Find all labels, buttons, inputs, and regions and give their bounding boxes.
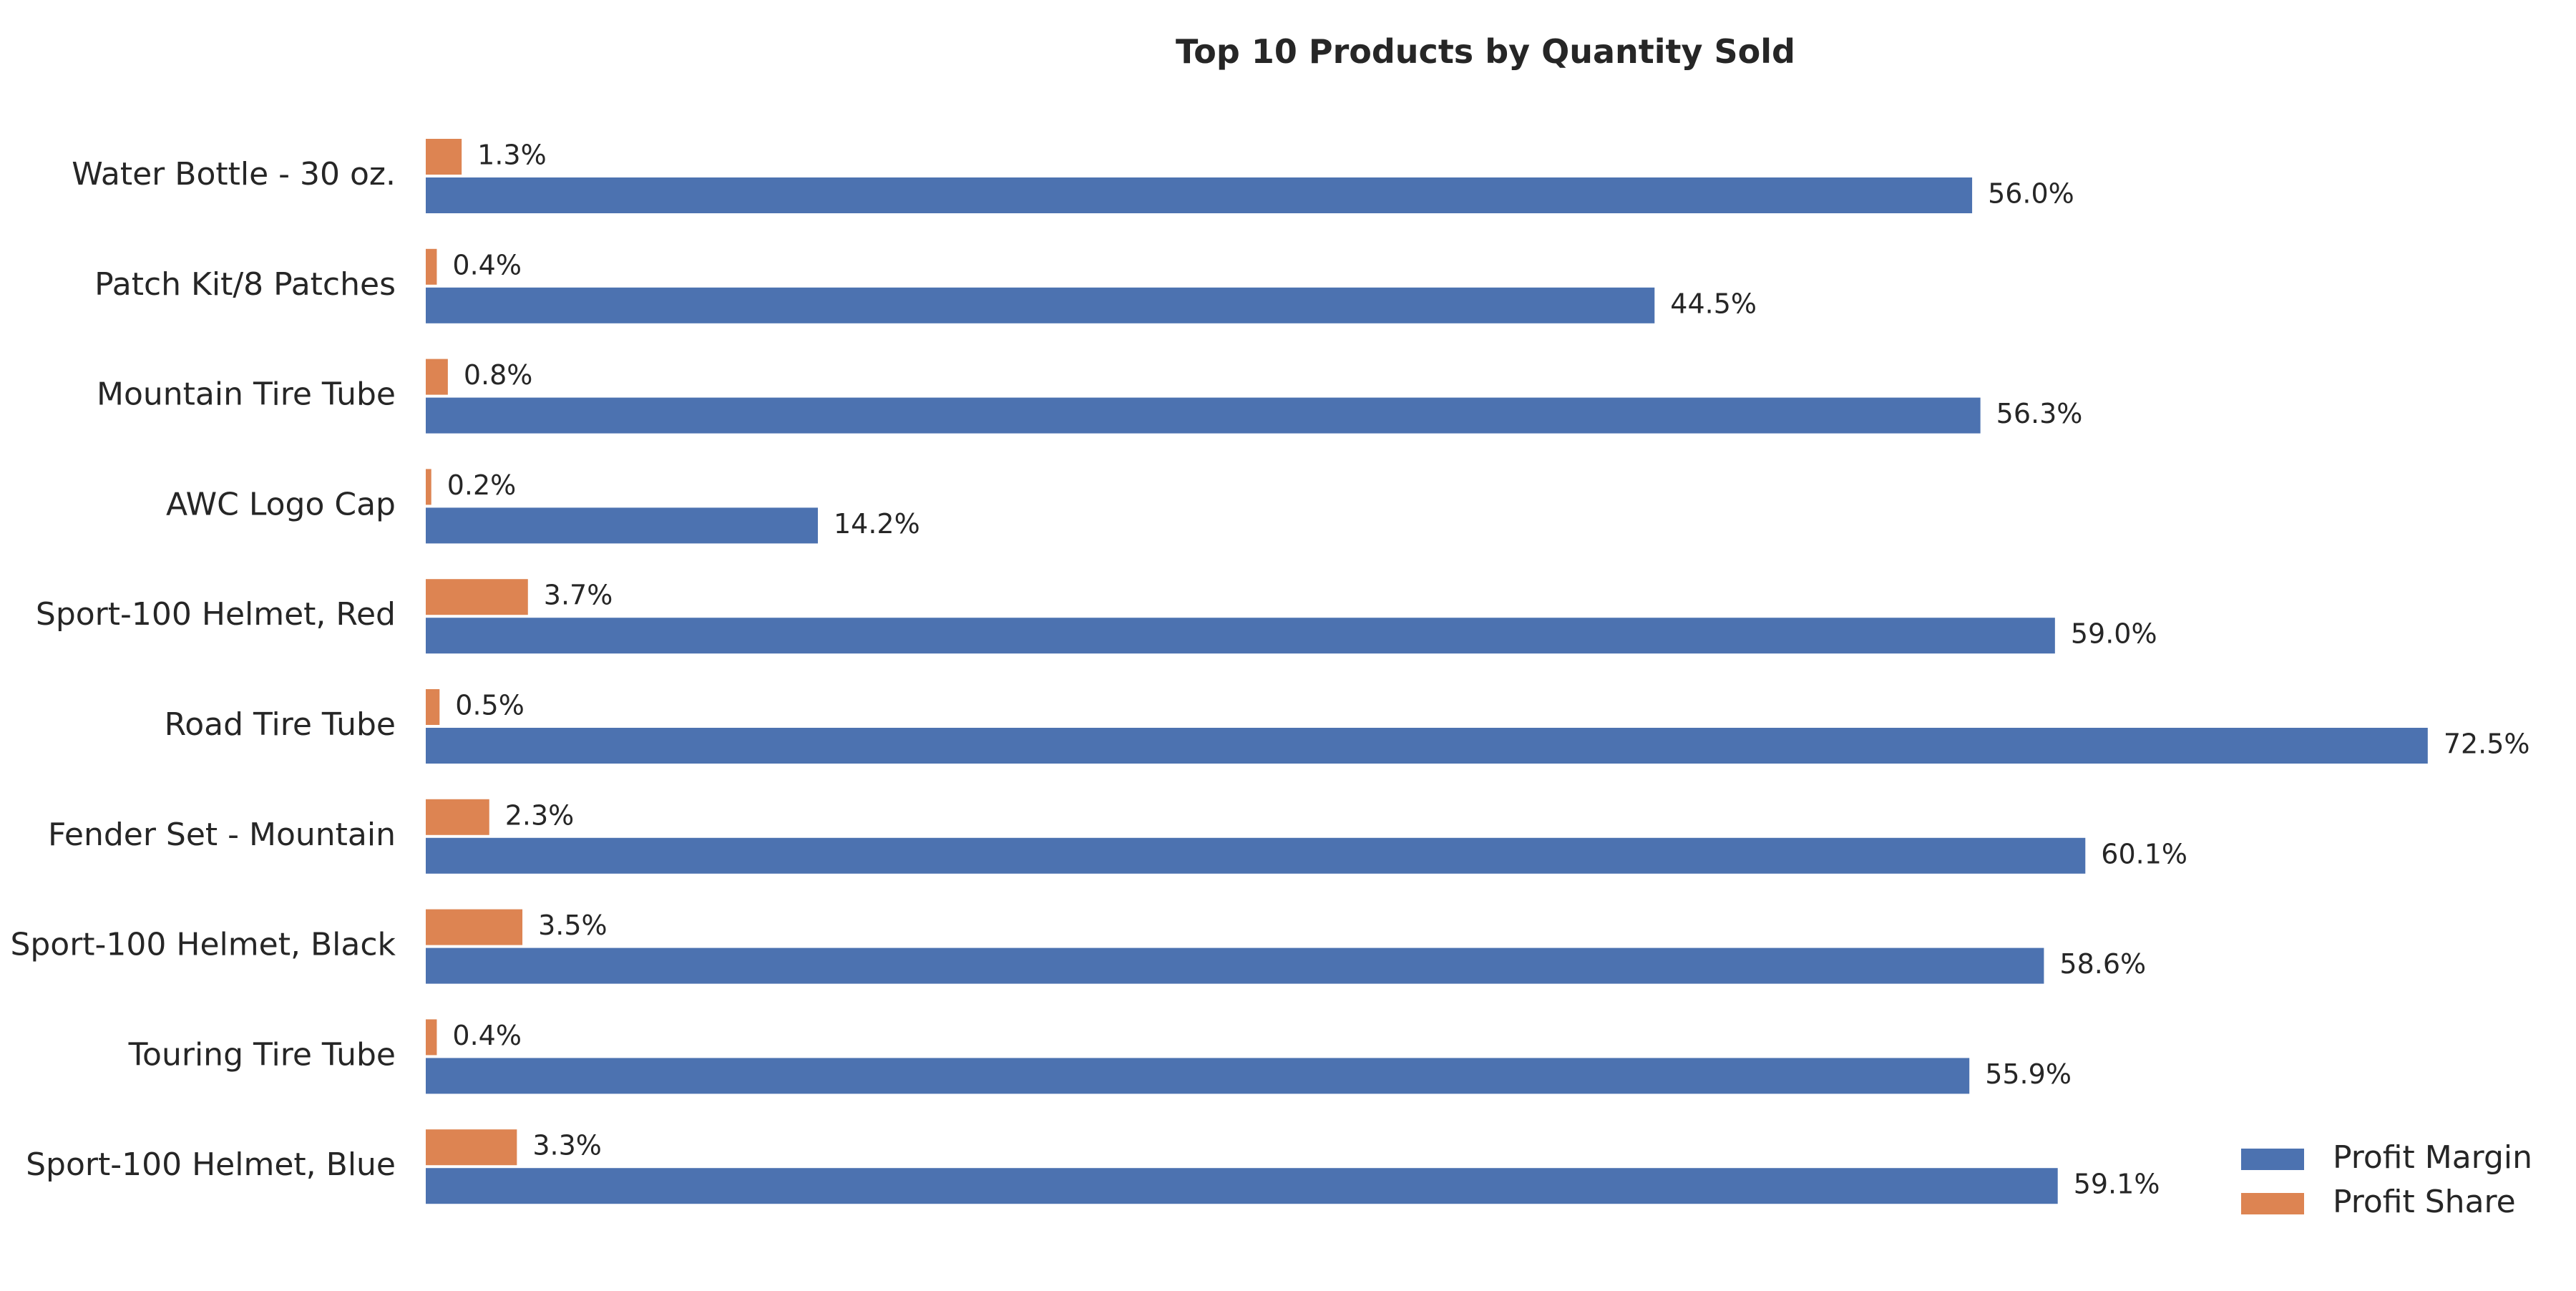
data-label-profit-share: 0.8%: [464, 359, 533, 391]
data-label-profit-share: 3.3%: [532, 1130, 602, 1161]
category-label: AWC Logo Cap: [166, 486, 396, 522]
data-label-profit-share: 0.4%: [452, 249, 522, 281]
category-label: Mountain Tire Tube: [97, 376, 396, 413]
data-label-profit-margin: 60.1%: [2101, 838, 2187, 869]
bar-profit-margin: [426, 397, 1981, 434]
data-label-profit-margin: 56.3%: [1996, 398, 2083, 429]
bar-profit-margin: [426, 728, 2428, 764]
category-label: Sport-100 Helmet, Red: [36, 596, 396, 633]
bars: [426, 139, 2428, 1204]
data-label-profit-share: 0.4%: [452, 1020, 522, 1051]
category-axis: Water Bottle - 30 oz. Patch Kit/8 Patches…: [10, 156, 396, 1183]
legend-swatch: [2241, 1149, 2304, 1170]
bar-profit-margin: [426, 837, 2086, 874]
value-labels: 1.3% 56.0% 0.4% 44.5% 0.8% 56.3% 0.2% 14.2% 3.7%…: [447, 140, 2530, 1200]
data-label-profit-margin: 56.0%: [1988, 178, 2074, 210]
category-label: Fender Set - Mountain: [48, 817, 396, 853]
category-label: Sport-100 Helmet, Blue: [26, 1146, 396, 1183]
data-label-profit-margin: 14.2%: [834, 508, 920, 540]
data-label-profit-margin: 58.6%: [2059, 948, 2146, 980]
bar-profit-share: [426, 799, 489, 835]
category-label: Touring Tire Tube: [128, 1036, 396, 1073]
chart-title: Top 10 Products by Quantity Sold: [1176, 32, 1795, 71]
data-label-profit-share: 1.3%: [477, 140, 547, 171]
data-label-profit-margin: 44.5%: [1670, 288, 1757, 319]
legend-label: Profit Share: [2333, 1184, 2516, 1220]
category-label: Sport-100 Helmet, Black: [10, 927, 396, 963]
bar-profit-margin: [426, 507, 818, 544]
legend: Profit Margin Profit Share: [2241, 1139, 2532, 1220]
data-label-profit-share: 0.2%: [447, 469, 517, 501]
bar-profit-share: [426, 579, 528, 615]
bar-profit-share: [426, 359, 448, 395]
bar-profit-share: [426, 469, 431, 505]
bar-profit-share: [426, 139, 462, 175]
data-label-profit-share: 0.5%: [455, 690, 525, 721]
bar-profit-margin: [426, 947, 2044, 984]
data-label-profit-margin: 59.0%: [2071, 618, 2157, 650]
bar-profit-margin: [426, 1168, 2058, 1204]
bar-profit-margin: [426, 177, 1973, 213]
category-label: Road Tire Tube: [165, 706, 396, 743]
data-label-profit-share: 3.5%: [538, 910, 608, 941]
bar-profit-margin: [426, 1058, 1970, 1094]
bar-profit-share: [426, 689, 440, 725]
data-label-profit-share: 3.7%: [544, 580, 613, 611]
bar-profit-share: [426, 248, 437, 285]
legend-label: Profit Margin: [2333, 1139, 2532, 1176]
category-label: Water Bottle - 30 oz.: [72, 156, 396, 193]
bar-profit-share: [426, 1019, 437, 1056]
bar-profit-margin: [426, 287, 1655, 323]
data-label-profit-margin: 55.9%: [1985, 1058, 2072, 1090]
bar-profit-share: [426, 1129, 517, 1166]
bar-profit-share: [426, 909, 523, 945]
legend-swatch: [2241, 1193, 2304, 1214]
data-label-profit-margin: 59.1%: [2074, 1169, 2160, 1200]
category-label: Patch Kit/8 Patches: [94, 266, 396, 303]
data-label-profit-share: 2.3%: [505, 799, 575, 831]
data-label-profit-margin: 72.5%: [2444, 729, 2530, 760]
bar-profit-margin: [426, 618, 2055, 654]
